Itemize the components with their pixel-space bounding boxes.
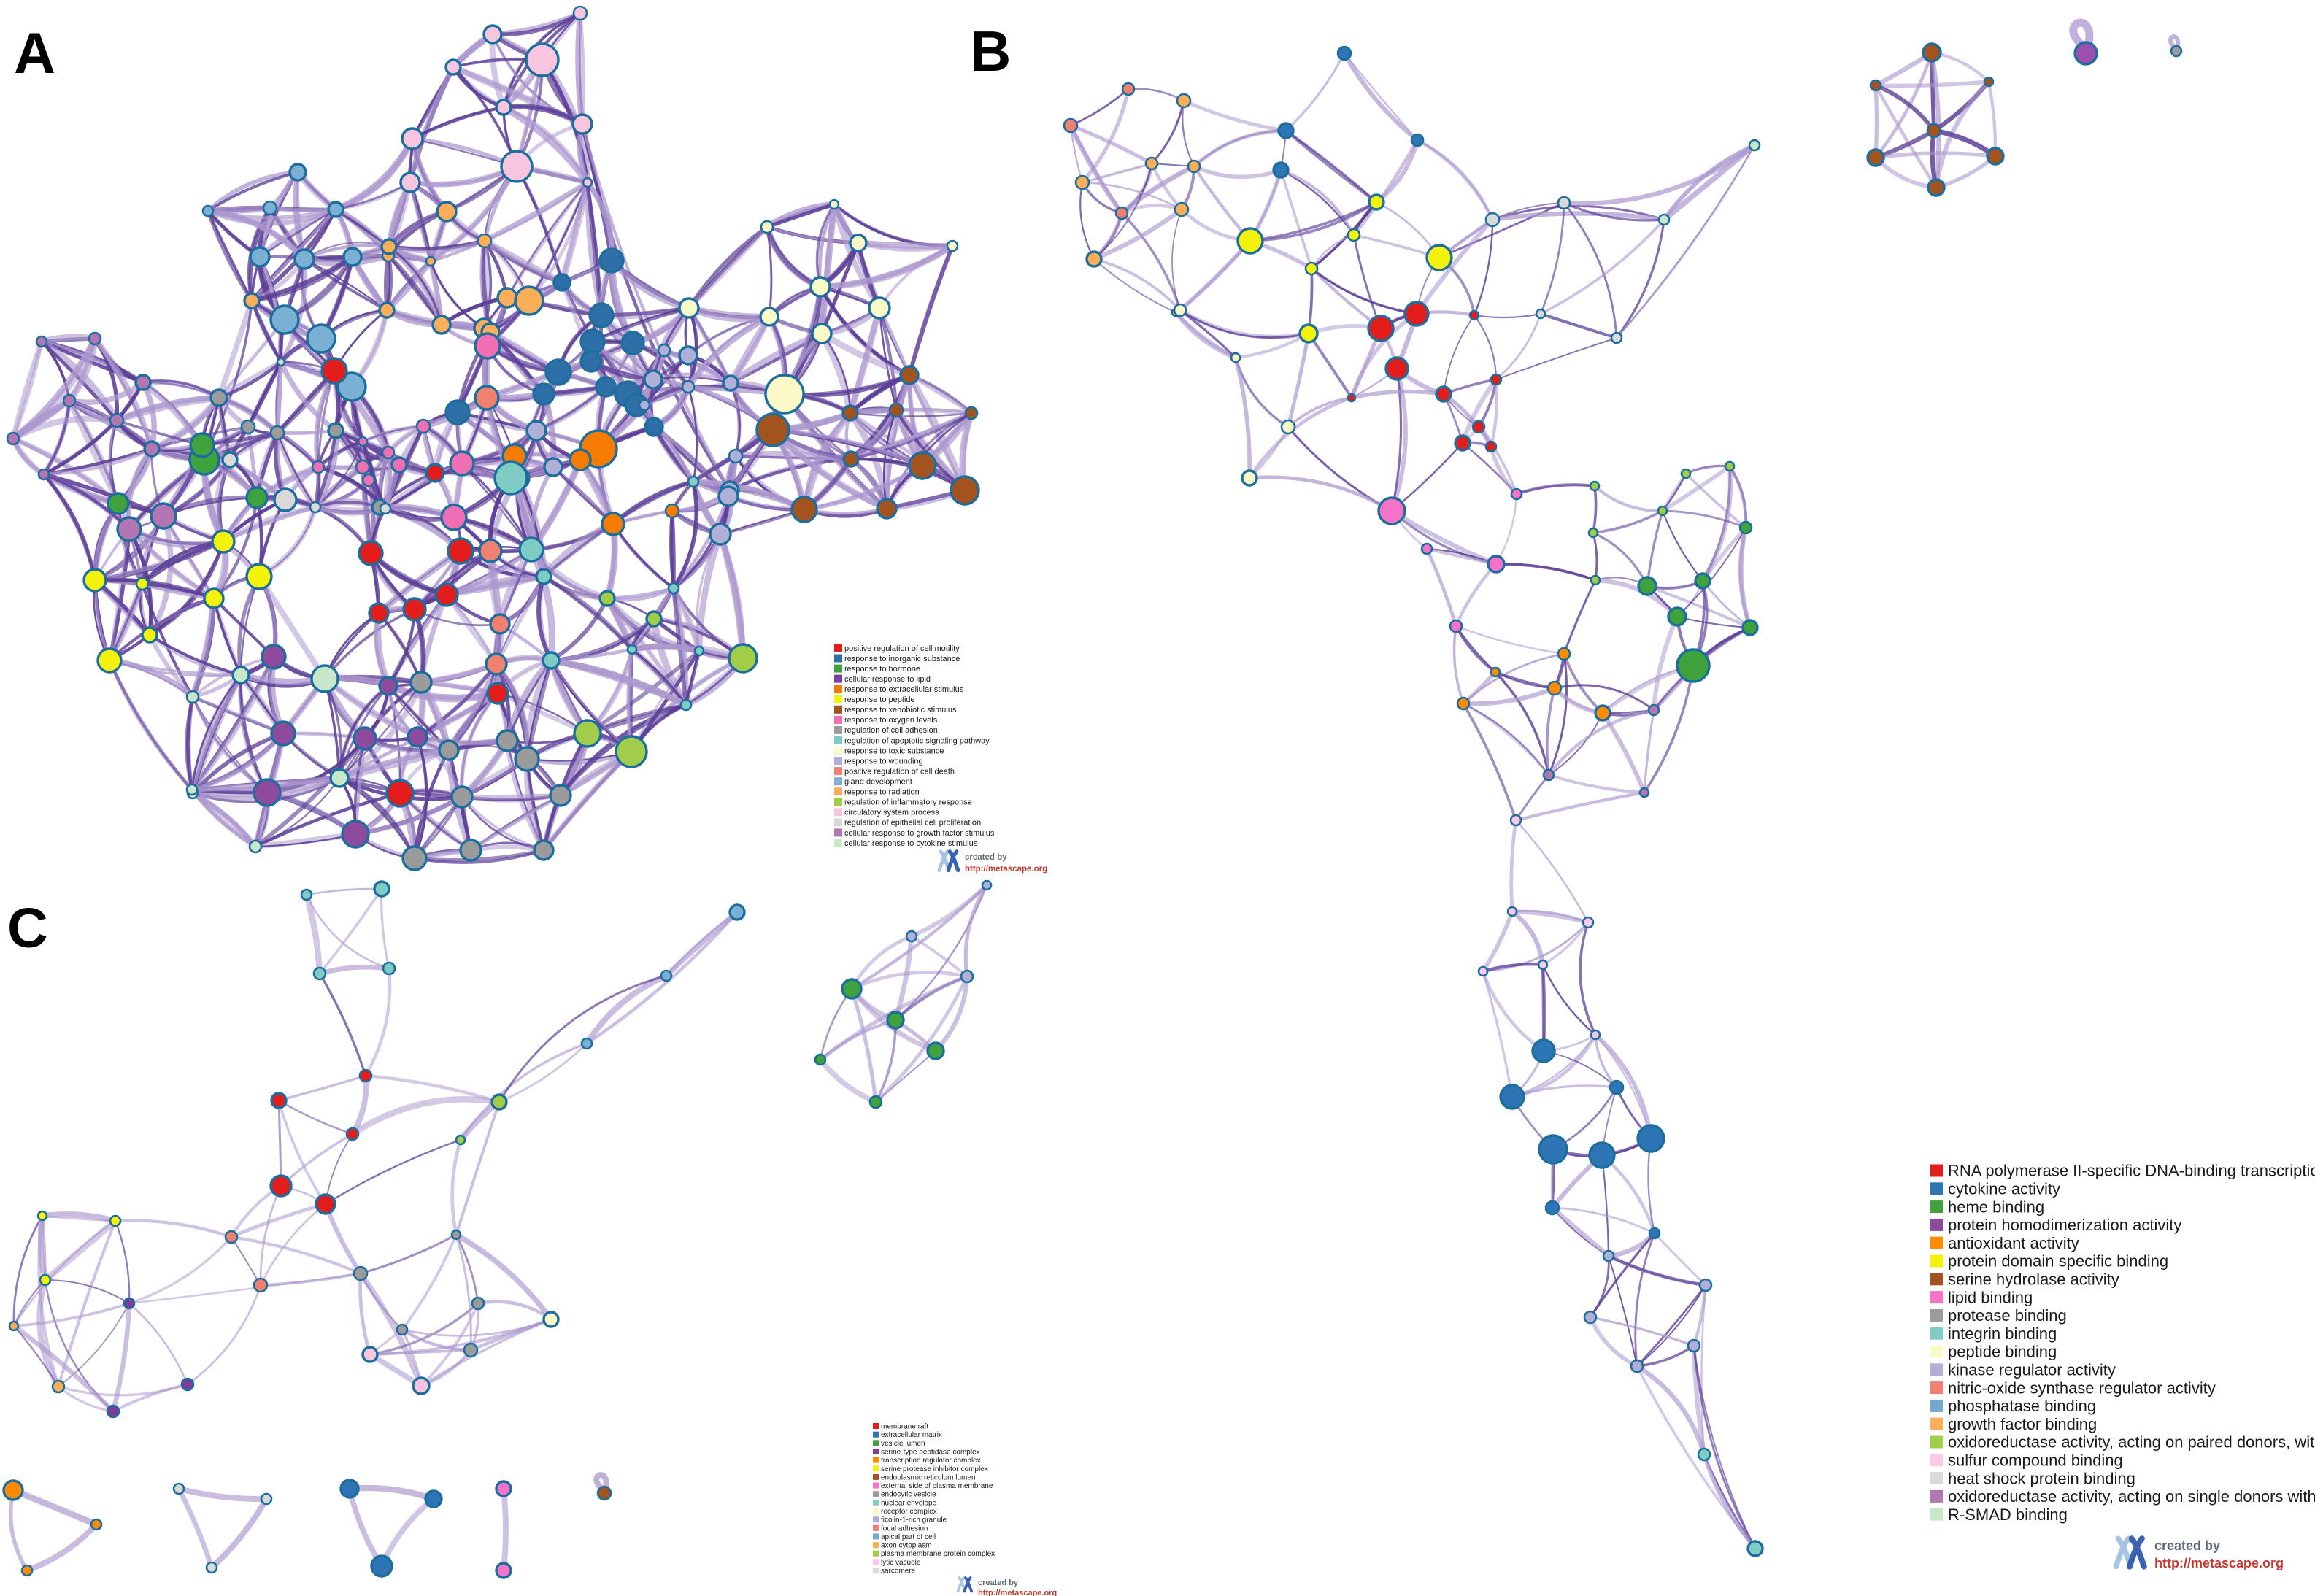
svg-text:oxidoreductase activity, actin: oxidoreductase activity, acting on paire… [1948,1433,2315,1452]
svg-text:gland development: gland development [844,778,912,787]
svg-text:nuclear envelope: nuclear envelope [881,1499,937,1507]
svg-text:http://metascape.org: http://metascape.org [965,865,1047,874]
svg-text:response to radiation: response to radiation [844,788,920,797]
svg-text:response to extracellular stim: response to extracellular stimulus [844,685,964,694]
svg-text:integrin binding: integrin binding [1948,1325,2057,1343]
svg-text:http://metascape.org: http://metascape.org [978,1589,1057,1596]
svg-text:extracellular matrix: extracellular matrix [881,1431,942,1439]
svg-text:cytokine activity: cytokine activity [1948,1180,2060,1198]
svg-text:response to wounding: response to wounding [844,757,923,766]
svg-text:sulfur compound binding: sulfur compound binding [1948,1452,2123,1470]
svg-text:growth factor binding: growth factor binding [1948,1415,2097,1433]
svg-text:created by: created by [2154,1538,2220,1553]
svg-text:response to peptide: response to peptide [844,695,915,704]
svg-text:protein homodimerization activ: protein homodimerization activity [1948,1216,2181,1234]
svg-text:response to inorganic substanc: response to inorganic substance [844,655,960,663]
svg-text:protein domain specific bindin: protein domain specific binding [1948,1252,2168,1271]
svg-text:protease binding: protease binding [1948,1306,2067,1325]
svg-text:B: B [970,19,1011,83]
svg-text:response to xenobiotic stimulu: response to xenobiotic stimulus [844,706,957,714]
svg-text:lipid binding: lipid binding [1948,1288,2033,1306]
svg-text:plasma membrane protein comple: plasma membrane protein complex [881,1550,995,1558]
svg-text:circulatory system process: circulatory system process [844,809,939,817]
svg-text:response to toxic substance: response to toxic substance [844,747,944,755]
svg-text:sarcomere: sarcomere [881,1568,916,1576]
svg-text:cellular response to growth fa: cellular response to growth factor stimu… [844,829,995,838]
svg-text:transcription regulator comple: transcription regulator complex [881,1457,981,1465]
svg-text:RNA polymerase II-specific DNA: RNA polymerase II-specific DNA-binding t… [1948,1162,2315,1180]
svg-text:vesicle lumen: vesicle lumen [881,1440,925,1448]
svg-text:C: C [7,897,48,960]
svg-text:A: A [14,20,55,85]
svg-text:phosphatase binding: phosphatase binding [1948,1397,2096,1415]
svg-text:regulation of apoptotic signal: regulation of apoptotic signaling pathwa… [844,736,990,745]
svg-text:nitric-oxide synthase regulato: nitric-oxide synthase regulator activity [1948,1379,2216,1397]
svg-text:regulation of epithelial cell: regulation of epithelial cell proliferat… [844,819,981,828]
svg-text:serine-type peptidase complex: serine-type peptidase complex [881,1449,980,1457]
svg-text:kinase regulator activity: kinase regulator activity [1948,1361,2116,1379]
svg-text:cellular response to lipid: cellular response to lipid [844,675,931,684]
svg-text:peptide binding: peptide binding [1948,1343,2057,1361]
svg-text:lytic vacuole: lytic vacuole [881,1559,921,1567]
svg-text:regulation of cell adhesion: regulation of cell adhesion [844,726,938,735]
svg-text:endocytic vesicle: endocytic vesicle [881,1491,936,1499]
svg-text:heat shock protein binding: heat shock protein binding [1948,1469,2135,1487]
svg-text:regulation of inflammatory res: regulation of inflammatory response [844,798,972,807]
svg-text:R-SMAD binding: R-SMAD binding [1948,1506,2068,1524]
svg-text:ficolin-1-rich granule: ficolin-1-rich granule [881,1516,947,1524]
svg-text:serine hydrolase activity: serine hydrolase activity [1948,1271,2119,1289]
svg-text:serine protease inhibitor comp: serine protease inhibitor complex [881,1465,988,1473]
svg-text:axon cytoplasm: axon cytoplasm [881,1542,931,1550]
svg-text:created by: created by [965,853,1007,862]
svg-text:positive regulation of cell de: positive regulation of cell death [844,767,955,776]
svg-text:created by: created by [978,1578,1019,1587]
svg-text:oxidoreductase activity, actin: oxidoreductase activity, acting on singl… [1948,1487,2315,1506]
svg-text:apical part of cell: apical part of cell [881,1533,936,1541]
svg-text:external side of plasma membra: external side of plasma membrane [881,1482,993,1490]
svg-text:http://metascape.org: http://metascape.org [2154,1556,2284,1570]
svg-text:antioxidant activity: antioxidant activity [1948,1234,2079,1252]
svg-text:receptor complex: receptor complex [881,1508,937,1516]
svg-text:response to hormone: response to hormone [844,665,920,674]
svg-text:membrane raft: membrane raft [881,1423,928,1431]
svg-text:focal adhesion: focal adhesion [881,1524,928,1533]
svg-text:response to oxygen levels: response to oxygen levels [844,716,938,725]
svg-text:positive regulation of cell mo: positive regulation of cell motility [844,644,960,653]
svg-text:heme binding: heme binding [1948,1198,2044,1216]
svg-text:endoplasmic reticulum lumen: endoplasmic reticulum lumen [881,1473,976,1481]
svg-text:cellular response to cytokine: cellular response to cytokine stimulus [844,839,978,848]
